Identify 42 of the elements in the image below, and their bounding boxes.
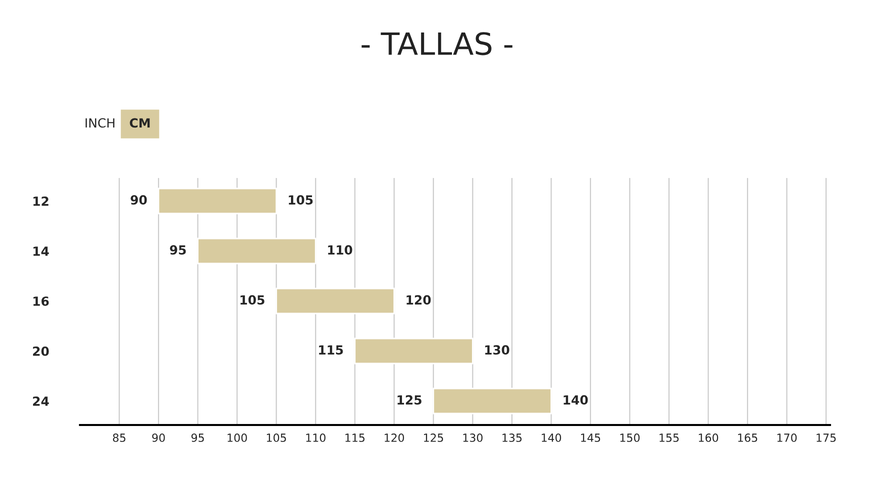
x-tick-label: 105 [266, 434, 286, 442]
x-tick-label: 95 [191, 434, 204, 442]
annotation: 90 [130, 195, 147, 205]
x-tick-label: 155 [660, 434, 679, 442]
bar [432, 388, 552, 414]
annotation: 105 [288, 195, 313, 205]
x-tick-label: 100 [228, 434, 247, 442]
y-tick-label: 20 [33, 346, 49, 356]
annotation: 95 [170, 245, 186, 255]
x-tick-label: 90 [152, 434, 165, 442]
text: INCH [86, 118, 114, 128]
annotation: 115 [319, 345, 343, 355]
annotation: 125 [398, 395, 422, 405]
x-tick-label: 110 [306, 434, 326, 442]
y-tick-label: 24 [33, 396, 49, 406]
y-tick-label: 14 [33, 246, 49, 256]
annotation: 140 [564, 395, 588, 405]
bar [197, 238, 316, 264]
x-tick-label: 85 [112, 434, 126, 442]
x-tick-label: 130 [463, 434, 483, 442]
x-tick-label: 160 [698, 434, 718, 442]
bar [158, 188, 278, 214]
x-tick-label: 135 [502, 434, 522, 442]
x-tick-label: 145 [581, 434, 600, 442]
x-tick-label: 115 [345, 434, 364, 442]
y-tick-label: 12 [33, 196, 48, 206]
text: CM [130, 118, 150, 128]
annotation: 105 [240, 295, 264, 305]
x-tick-label: 165 [738, 434, 758, 442]
bar [276, 288, 395, 314]
x-tick-label: 120 [384, 434, 404, 442]
x-tick-label: 170 [777, 434, 797, 442]
x-tick-label: 150 [620, 434, 640, 442]
annotation: 120 [406, 295, 431, 305]
x-tick-label: 140 [542, 434, 562, 442]
annotation: 130 [485, 345, 510, 355]
bar [354, 338, 474, 364]
annotation: 110 [328, 245, 352, 255]
x-tick-label: 175 [816, 434, 836, 442]
chart-title: - TALLAS - [362, 32, 512, 56]
x-tick-label: 125 [424, 434, 444, 442]
y-tick-label: 16 [33, 296, 49, 306]
